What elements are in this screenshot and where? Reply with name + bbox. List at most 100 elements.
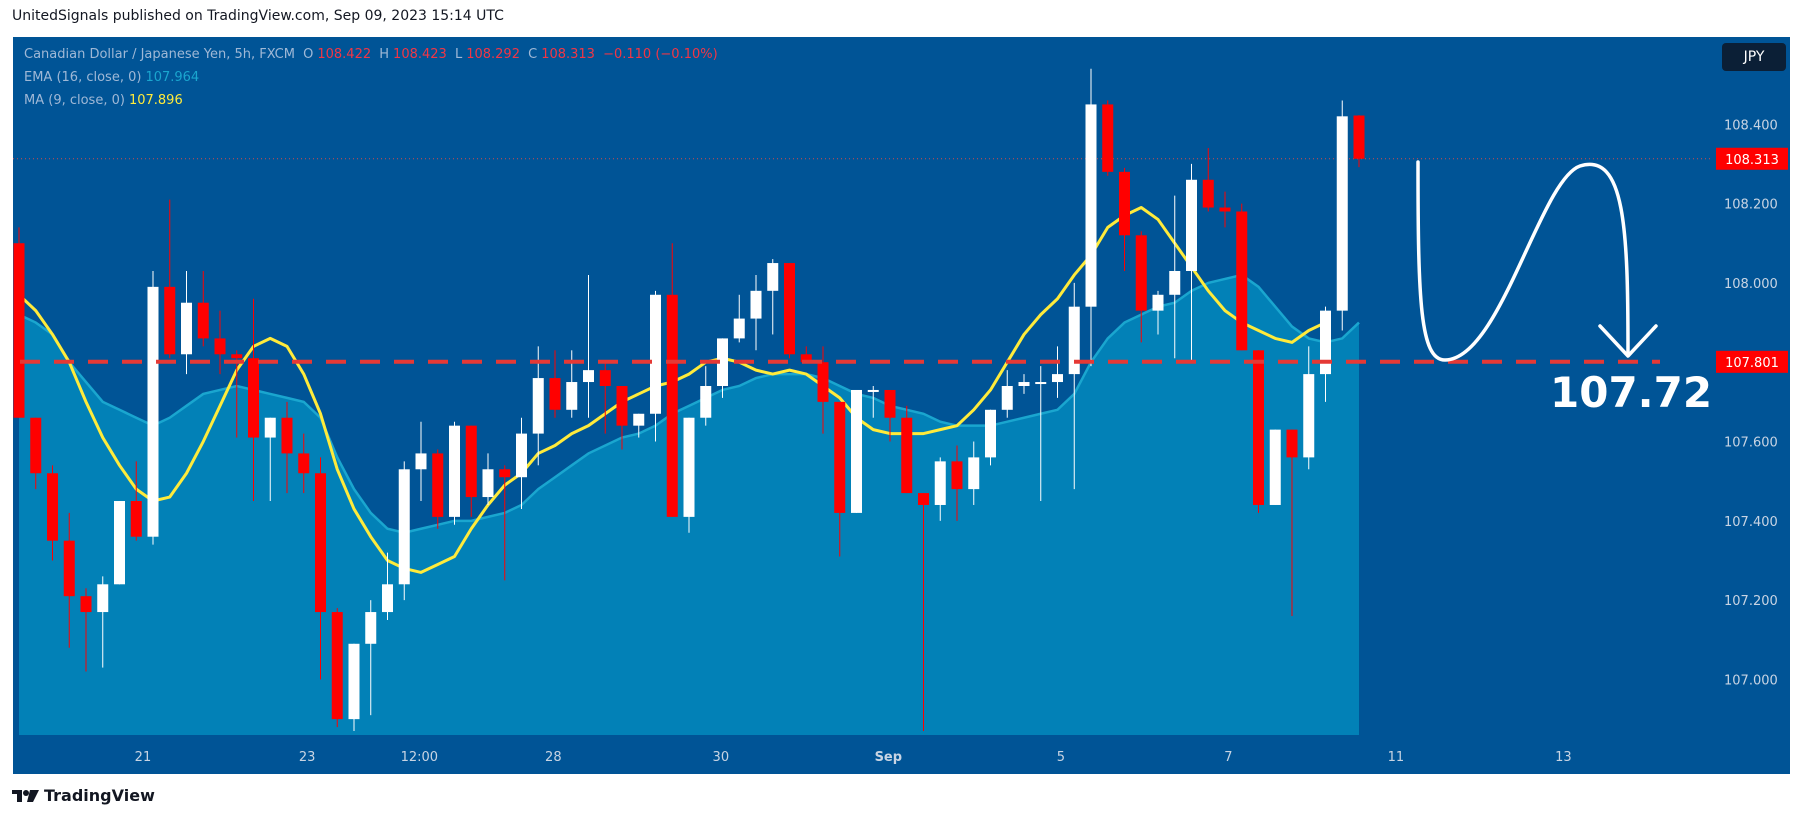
candle-body bbox=[1253, 350, 1264, 505]
time-tick-label: 7 bbox=[1224, 750, 1232, 765]
candle-body bbox=[63, 540, 75, 597]
candle-body bbox=[733, 318, 745, 339]
candle bbox=[1253, 350, 1264, 513]
candle-body bbox=[1085, 104, 1097, 307]
candle-body bbox=[700, 386, 712, 418]
candle bbox=[616, 386, 628, 450]
last-price-label-bg bbox=[1716, 147, 1788, 170]
legend-ma-label: MA (9, close, 0) bbox=[24, 93, 125, 108]
axes-layer: 108.400108.200108.000107.800107.600107.4… bbox=[13, 37, 1790, 774]
time-axis bbox=[13, 735, 1712, 774]
tradingview-brand: TradingView bbox=[44, 786, 155, 805]
candle-body bbox=[482, 469, 494, 498]
candle-body bbox=[666, 294, 678, 517]
price-tick-label: 108.400 bbox=[1724, 118, 1778, 133]
candle bbox=[817, 346, 829, 434]
candle bbox=[382, 552, 393, 620]
candle-body bbox=[1102, 104, 1114, 172]
candle-body bbox=[901, 417, 913, 494]
candle bbox=[1236, 203, 1248, 351]
candle-body bbox=[415, 453, 427, 470]
level-price-label: 107.801 bbox=[1725, 356, 1779, 371]
candle-body bbox=[583, 370, 594, 383]
candle-body bbox=[851, 389, 862, 513]
candle-body bbox=[264, 417, 276, 438]
candle-body bbox=[30, 417, 42, 474]
candle bbox=[1269, 429, 1281, 505]
candle bbox=[867, 386, 879, 418]
candle bbox=[901, 405, 913, 494]
candle bbox=[934, 457, 946, 521]
legend-ma-line[interactable]: MA (9, close, 0) 107.896 bbox=[24, 93, 187, 108]
legend-ema-value: 107.964 bbox=[145, 70, 200, 85]
legend-o-label: O bbox=[303, 47, 314, 62]
legend-change: −0.110 (−0.10%) bbox=[603, 47, 718, 62]
candle-body bbox=[800, 354, 812, 363]
candle bbox=[800, 346, 812, 363]
candle-body bbox=[1269, 429, 1281, 505]
candle bbox=[532, 346, 544, 466]
candle-body bbox=[1052, 374, 1063, 383]
candle bbox=[47, 465, 58, 561]
candle bbox=[449, 421, 460, 525]
candle-body bbox=[1169, 270, 1181, 295]
time-tick-label: 23 bbox=[299, 750, 316, 765]
candle-body bbox=[650, 294, 661, 414]
candle-body bbox=[1353, 115, 1365, 159]
candle-body bbox=[549, 378, 561, 410]
candle-body bbox=[114, 501, 125, 585]
candle-body bbox=[13, 243, 25, 418]
candle bbox=[164, 199, 176, 359]
candle-body bbox=[365, 612, 377, 644]
candle bbox=[1001, 370, 1013, 418]
candle-body bbox=[683, 417, 695, 517]
candle bbox=[1052, 346, 1063, 398]
candle-body bbox=[197, 302, 209, 339]
candle bbox=[666, 243, 678, 517]
legend-l-label: L bbox=[454, 47, 463, 62]
candle-body bbox=[130, 501, 142, 537]
legend-ema-line[interactable]: EMA (16, close, 0) 107.964 bbox=[24, 70, 203, 85]
currency-button[interactable]: JPY bbox=[1722, 43, 1786, 71]
last-price-label: 108.313 bbox=[1725, 153, 1779, 168]
tradingview-logo[interactable]: TradingView bbox=[12, 786, 155, 805]
candle-body bbox=[214, 338, 226, 355]
candle bbox=[130, 461, 142, 541]
legend-c-label: C bbox=[528, 47, 538, 62]
candle-body bbox=[499, 469, 511, 478]
candle bbox=[1102, 100, 1114, 176]
candle-body bbox=[1119, 171, 1130, 236]
candle-body bbox=[867, 389, 879, 392]
candle-body bbox=[968, 457, 980, 490]
legend-ma-value: 107.896 bbox=[128, 93, 183, 108]
candle bbox=[918, 493, 929, 732]
candle-body bbox=[1303, 374, 1315, 458]
price-tick-label: 108.000 bbox=[1724, 277, 1778, 292]
candle-body bbox=[449, 425, 460, 517]
candle bbox=[13, 227, 25, 418]
candle bbox=[97, 576, 109, 668]
candle-body bbox=[516, 433, 527, 478]
candle bbox=[499, 465, 511, 581]
legend-high: 108.423 bbox=[393, 47, 447, 62]
candle-body bbox=[918, 493, 929, 505]
price-tick-label: 108.200 bbox=[1724, 198, 1778, 213]
candle bbox=[1186, 163, 1197, 363]
price-tick-label: 107.400 bbox=[1724, 515, 1778, 530]
candles-layer bbox=[13, 68, 1365, 732]
candle bbox=[197, 270, 209, 347]
time-tick-label: 5 bbox=[1057, 750, 1065, 765]
candle bbox=[549, 350, 561, 418]
candle-body bbox=[1286, 429, 1298, 458]
candle bbox=[482, 453, 494, 505]
legend-open: 108.422 bbox=[317, 47, 372, 62]
forecast-annotation: 107.72 bbox=[1416, 160, 1712, 417]
candle bbox=[767, 259, 779, 335]
price-tick-label: 107.600 bbox=[1724, 436, 1778, 451]
candle bbox=[415, 421, 427, 502]
candle-body bbox=[231, 354, 243, 359]
candle-body bbox=[382, 584, 393, 613]
candle bbox=[516, 417, 527, 509]
candle bbox=[432, 449, 444, 529]
candle bbox=[1135, 231, 1147, 343]
